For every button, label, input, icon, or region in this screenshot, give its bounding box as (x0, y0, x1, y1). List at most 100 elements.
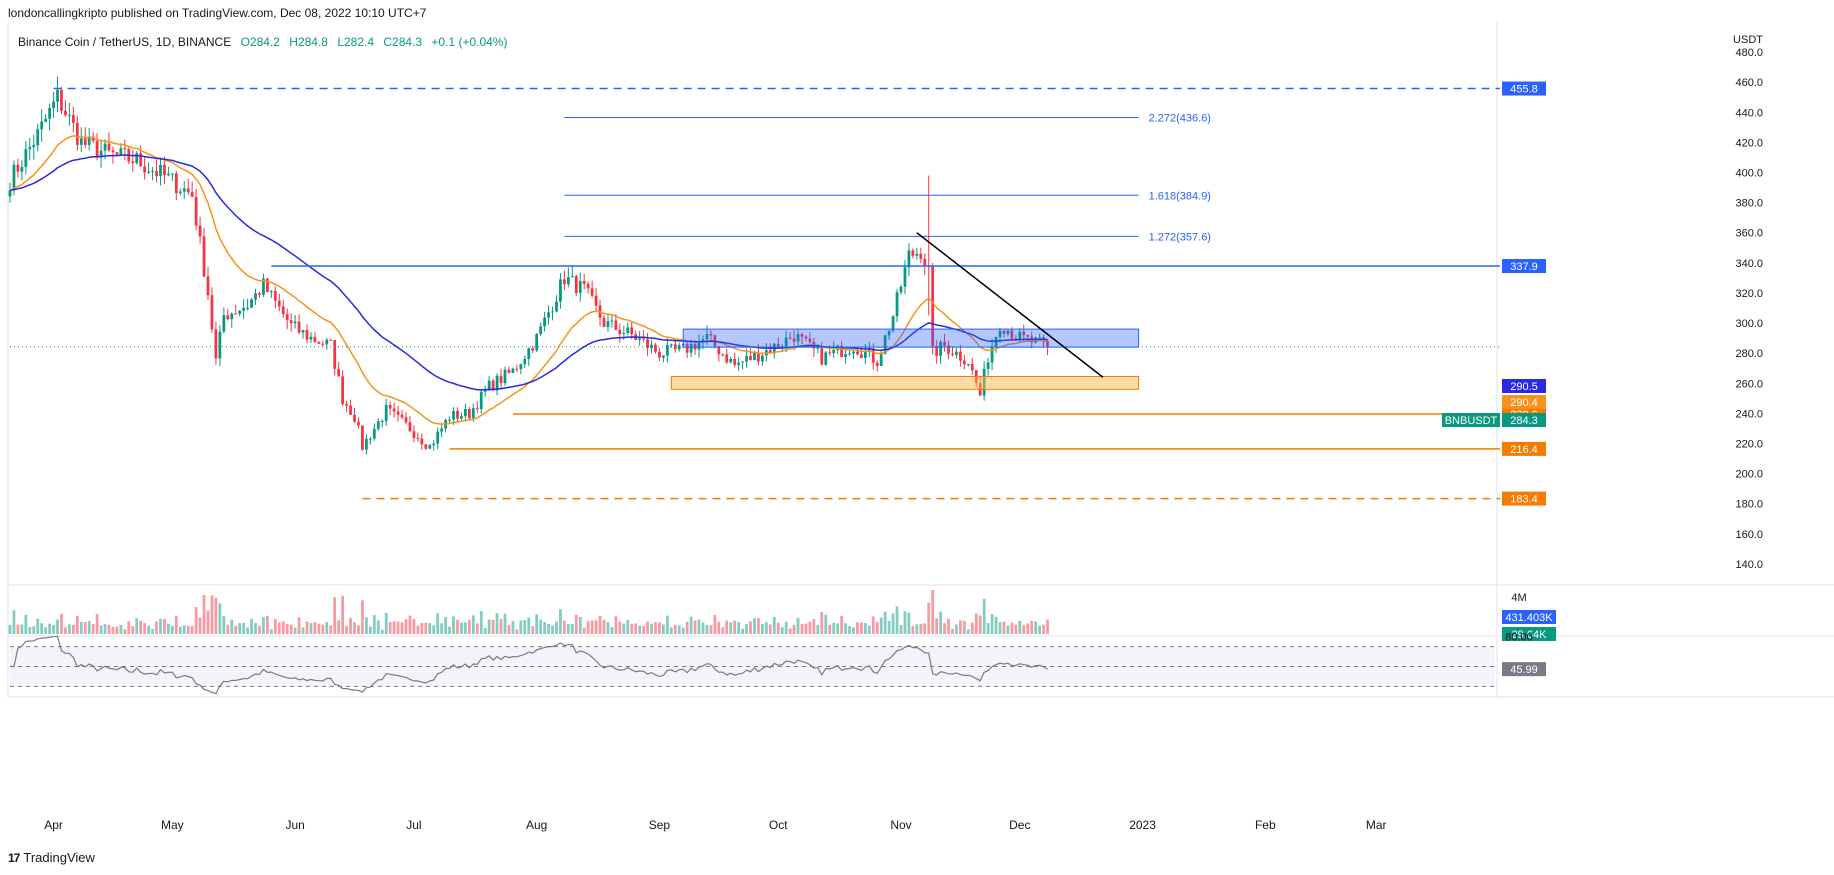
candle-body (159, 164, 162, 177)
volume-bar (638, 625, 642, 634)
volume-bar (52, 625, 55, 634)
candle-body (563, 279, 566, 285)
volume-bar (982, 598, 986, 634)
volume-bar (594, 620, 598, 634)
volume-bar (551, 625, 554, 634)
candle-body (515, 368, 519, 370)
candle-body (202, 236, 206, 277)
candle-body (64, 110, 67, 116)
candle-body (638, 338, 642, 340)
candle-body (990, 346, 994, 363)
volume-bar (685, 621, 689, 634)
candle-body (131, 161, 135, 164)
x-tick-label: Mar (1366, 818, 1387, 832)
volume-bar (955, 624, 958, 634)
candle-body (242, 308, 246, 311)
candle-body (1002, 330, 1006, 334)
volume-bar (1022, 624, 1026, 634)
volume-bar (1038, 625, 1041, 634)
volume-bar (1018, 620, 1022, 634)
candle-body (654, 344, 657, 352)
candle-body (424, 444, 428, 449)
candle-body (970, 363, 974, 371)
volume-bar (254, 622, 257, 634)
volume-bar (8, 624, 12, 634)
volume-bar (186, 625, 190, 634)
candle-body (499, 375, 503, 384)
volume-bar (301, 627, 305, 634)
volume-bar (867, 625, 871, 634)
candle-body (226, 315, 230, 320)
candle-body (479, 391, 483, 410)
candle-body (606, 321, 610, 328)
candle-body (432, 443, 436, 446)
candle-body (8, 190, 12, 197)
volume-bar (741, 628, 744, 634)
volume-bar (281, 621, 285, 634)
candle-body (491, 380, 495, 391)
volume-bar (998, 622, 1002, 634)
volume-bar (753, 618, 756, 634)
volume-bar (495, 613, 499, 634)
candle-body (404, 417, 408, 423)
candle-body (234, 313, 238, 315)
candle-body (919, 253, 923, 259)
volume-bar (289, 624, 293, 634)
volume-bar (527, 617, 531, 634)
volume-bar (531, 626, 535, 634)
candle-body (828, 352, 832, 354)
candle-body (313, 336, 317, 342)
candle-body (222, 315, 226, 332)
volume-bar (816, 624, 820, 634)
candle-body (48, 108, 51, 119)
candle-body (238, 310, 242, 314)
volume-bar (665, 615, 669, 634)
candle-body (40, 121, 44, 130)
footer-brand[interactable]: 17 TradingView (8, 850, 95, 865)
candle-body (246, 307, 249, 309)
candle-body (844, 354, 847, 358)
candle-body (531, 348, 535, 351)
volume-bar (424, 622, 428, 634)
candle-body (365, 438, 368, 450)
candle-body (266, 278, 269, 292)
candle-body (87, 136, 91, 145)
rsi-line (10, 635, 1048, 695)
candle-body (788, 337, 792, 339)
volume-bar (202, 594, 206, 634)
candle-body (883, 335, 887, 354)
volume-bar (491, 619, 495, 634)
volume-bar (16, 624, 20, 634)
candle-body (1014, 338, 1018, 340)
candle-body (757, 352, 760, 362)
candle-body (372, 428, 376, 439)
candle-body (147, 171, 150, 173)
volume-bar (242, 622, 246, 634)
rsi-tag-label: 45.99 (1510, 664, 1538, 676)
candle-body (16, 164, 20, 172)
candle-body (60, 89, 63, 111)
volume-bar (749, 621, 752, 634)
candle-body (955, 351, 958, 355)
volume-bar (598, 616, 602, 634)
level-tag (1502, 81, 1546, 96)
candle-body (139, 153, 143, 167)
volume-bar (56, 619, 59, 634)
volume-bar (222, 616, 226, 634)
candle-body (448, 419, 451, 421)
volume-bar (507, 624, 511, 634)
volume-bar (250, 618, 253, 634)
volume-bar (951, 628, 954, 634)
volume-tag (1502, 627, 1556, 641)
candle-body (662, 355, 665, 358)
volume-bar (285, 624, 289, 634)
y-tick-label: 160.0 (1735, 529, 1763, 541)
volume-bar (499, 618, 503, 634)
y-tick-label: 480.0 (1735, 47, 1763, 59)
candle-body (511, 368, 515, 373)
candle-body (863, 351, 867, 358)
candle-body (75, 122, 79, 145)
candle-body (658, 351, 661, 358)
symbol-name: Binance Coin / TetherUS, 1D, BINANCE (18, 35, 232, 49)
